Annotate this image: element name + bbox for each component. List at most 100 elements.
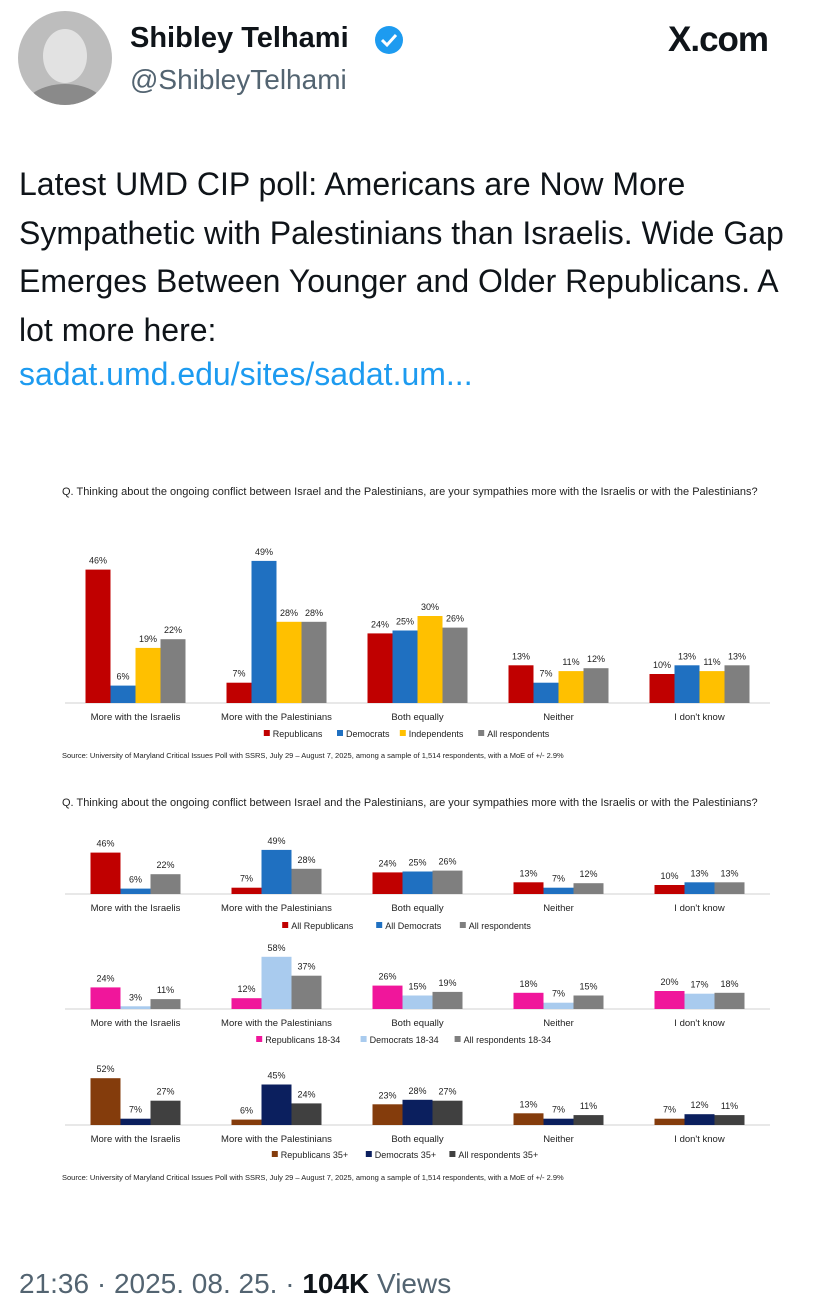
bar	[724, 665, 750, 703]
data-label: 11%	[721, 1101, 738, 1111]
data-label: 11%	[157, 985, 174, 995]
legend-swatch	[365, 1151, 372, 1157]
legend-label: All respondents	[487, 729, 550, 739]
bar	[150, 999, 181, 1009]
data-label: 28%	[305, 608, 323, 618]
x-tick-label: More with the Israelis	[91, 1018, 181, 1029]
data-label: 7%	[232, 669, 245, 679]
data-label: 12%	[237, 984, 255, 994]
data-label: 27%	[156, 1087, 174, 1097]
x-tick-label: More with the Palestinians	[221, 1134, 332, 1145]
data-label: 3%	[129, 992, 142, 1002]
x-tick-label: More with the Israelis	[91, 1134, 181, 1145]
data-label: 24%	[371, 619, 389, 629]
x-tick-label: Neither	[543, 1134, 574, 1145]
bar	[558, 671, 584, 703]
data-label: 45%	[267, 1071, 285, 1081]
bar	[85, 569, 111, 703]
legend-swatch	[360, 1036, 367, 1042]
bar	[90, 987, 121, 1009]
bar	[402, 1099, 433, 1125]
bar	[513, 882, 544, 894]
x-tick-label: I don't know	[674, 712, 725, 723]
data-label: 26%	[438, 857, 456, 867]
bar	[135, 647, 161, 703]
bar	[261, 956, 292, 1009]
author-handle[interactable]: @ShibleyTelhami	[130, 64, 347, 95]
bar	[684, 882, 715, 894]
data-label: 24%	[297, 1089, 315, 1099]
bar	[231, 887, 262, 894]
data-label: 11%	[703, 657, 720, 667]
legend-swatch	[271, 1151, 278, 1157]
x-tick-label: Neither	[543, 903, 574, 914]
legend-label: Independents	[409, 729, 464, 739]
data-label: 12%	[587, 654, 605, 664]
data-label: 13%	[519, 868, 537, 878]
x-tick-label: I don't know	[674, 1134, 725, 1145]
bar	[543, 887, 574, 894]
bar	[654, 1118, 685, 1125]
data-label: 7%	[552, 989, 565, 999]
charts: More with the Israelis 46% 6% 19% 22% More wi…	[62, 547, 770, 1182]
legend-label: Republicans	[273, 729, 323, 739]
data-label: 13%	[720, 868, 738, 878]
bar	[372, 1104, 403, 1125]
data-label: 15%	[408, 982, 426, 992]
data-label: 30%	[421, 602, 439, 612]
x-tick-label: I don't know	[674, 1018, 725, 1029]
data-label: 6%	[129, 875, 142, 885]
x-tick-label: Neither	[543, 712, 574, 723]
data-label: 18%	[720, 979, 738, 989]
data-label: 13%	[678, 651, 696, 661]
bar	[714, 1115, 745, 1125]
bar	[367, 633, 393, 703]
bar	[226, 682, 252, 703]
bar	[583, 668, 609, 703]
data-label: 19%	[139, 634, 157, 644]
data-label: 12%	[690, 1100, 708, 1110]
data-label: 37%	[297, 962, 315, 972]
chart-title: Q. Thinking about the ongoing conflict b…	[62, 486, 758, 498]
data-label: 15%	[579, 982, 597, 992]
bar	[417, 616, 443, 703]
chart-image	[0, 462, 827, 1202]
bar	[513, 992, 544, 1009]
data-label: 28%	[408, 1086, 426, 1096]
bar	[649, 674, 675, 703]
tweet-link[interactable]: sadat.umd.edu/sites/sadat.um...	[19, 356, 473, 392]
legend-swatch	[399, 730, 406, 736]
data-label: 46%	[96, 839, 114, 849]
legend-label: Democrats	[346, 729, 390, 739]
data-label: 7%	[663, 1105, 676, 1115]
data-label: 23%	[378, 1090, 396, 1100]
data-label: 13%	[728, 651, 746, 661]
data-label: 25%	[396, 617, 414, 627]
data-label: 7%	[552, 1105, 565, 1115]
data-label: 58%	[267, 943, 285, 953]
legend-swatch	[449, 1151, 456, 1157]
x-tick-label: Neither	[543, 1018, 574, 1029]
bar	[301, 621, 327, 703]
bar	[543, 1118, 574, 1125]
legend-swatch	[459, 922, 466, 928]
legend-swatch	[454, 1036, 461, 1042]
data-label: 6%	[116, 672, 129, 682]
bar	[372, 985, 403, 1009]
avatar[interactable]	[18, 11, 112, 136]
bar	[402, 995, 433, 1009]
bar	[699, 671, 725, 703]
bar	[674, 665, 700, 703]
legend-label: All respondents 18-34	[464, 1035, 552, 1045]
legend-swatch	[478, 730, 485, 736]
bar	[231, 1119, 262, 1125]
bar	[684, 1114, 715, 1125]
data-label: 13%	[519, 1099, 537, 1109]
bar	[120, 888, 151, 894]
footer: 21:36 · 2025. 08. 25. · 104K Views	[19, 1268, 451, 1300]
author-name[interactable]: Shibley Telhami	[130, 22, 349, 54]
legend-label: All respondents 35+	[458, 1150, 538, 1160]
timestamp: 21:36 · 2025. 08. 25. ·	[19, 1268, 303, 1299]
bar	[110, 685, 136, 703]
